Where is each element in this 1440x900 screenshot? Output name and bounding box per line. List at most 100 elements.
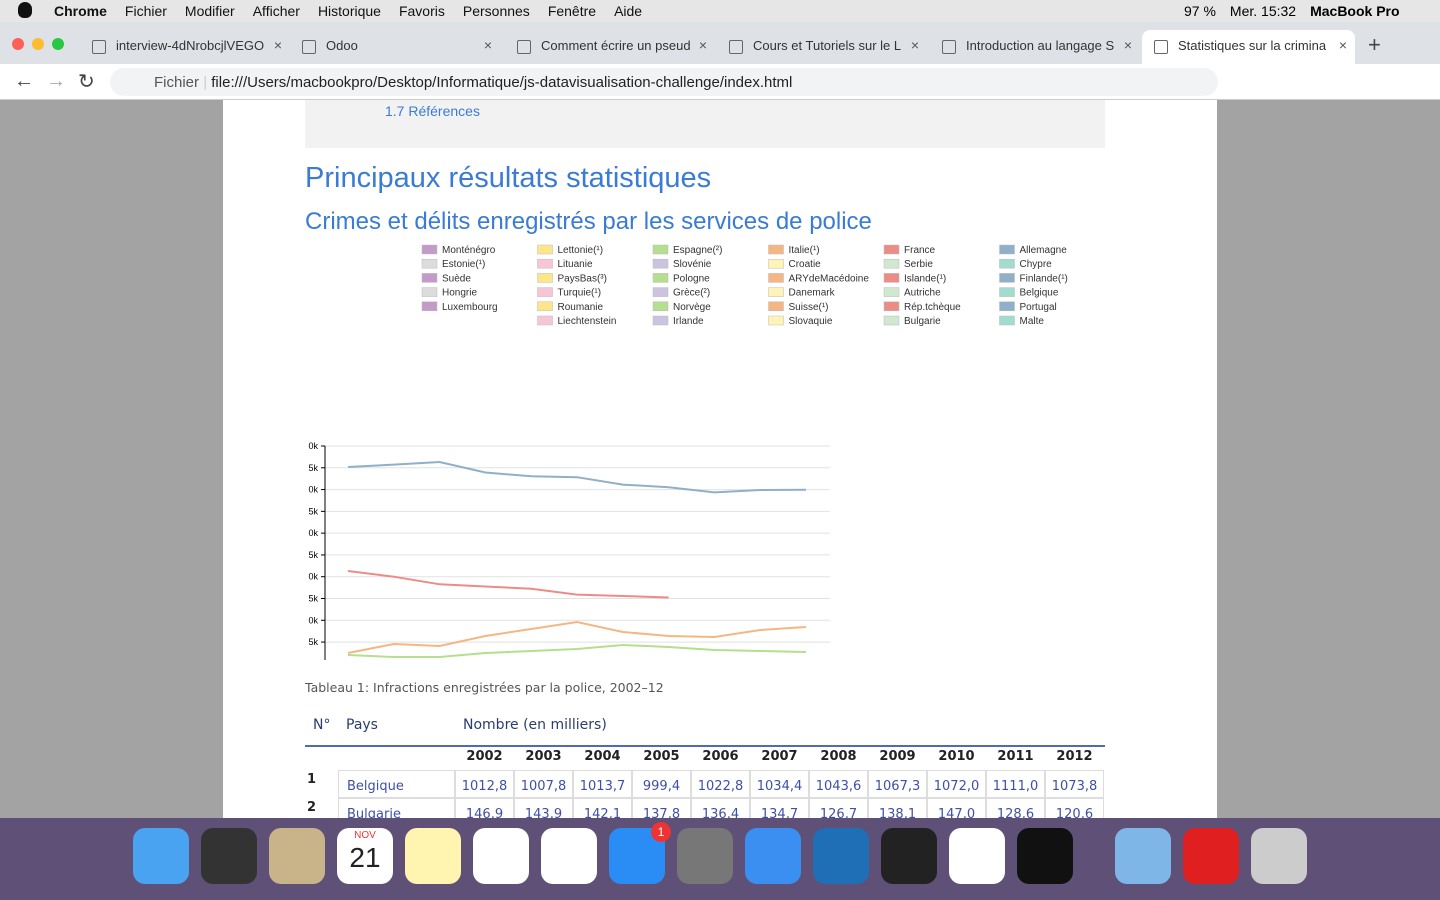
tab-close[interactable]: × (1123, 37, 1132, 53)
value-cell: 126,7 (809, 798, 868, 818)
legend-label: Irlande (673, 316, 704, 327)
chrome[interactable] (949, 828, 1005, 884)
menu-item[interactable]: Modifier (184, 3, 235, 19)
legend-swatch (999, 315, 1015, 326)
value-cell: 146,9 (455, 798, 514, 818)
tab[interactable]: Cours et Tutoriels sur le L × (717, 30, 927, 64)
inkscape[interactable] (881, 828, 937, 884)
back-button[interactable]: ← (14, 70, 34, 92)
badge: 1 (651, 822, 671, 842)
legend-label: France (904, 245, 936, 256)
photos[interactable] (541, 828, 597, 884)
terminal[interactable] (1017, 828, 1073, 884)
country-cell: Bulgarie (338, 798, 455, 818)
app-store[interactable]: 1 (609, 822, 671, 884)
vscode[interactable] (813, 828, 869, 884)
tab[interactable]: interview-4dNrobcjlVEGO × (80, 30, 290, 64)
toc-link[interactable]: 1.7 Références (385, 103, 480, 119)
legend-label: Roumanie (558, 302, 604, 313)
trash[interactable] (1251, 828, 1307, 884)
tab-close[interactable]: × (1338, 37, 1347, 53)
y-tick-label: 0k (308, 615, 318, 625)
year-header: 2008 (820, 749, 857, 764)
legend-label: Croatie (789, 259, 822, 270)
mail[interactable] (269, 828, 325, 884)
adblock[interactable] (1183, 828, 1239, 884)
menu-item[interactable]: Afficher (252, 3, 300, 19)
legend-swatch (537, 287, 553, 297)
menu-item[interactable]: Fenêtre (547, 3, 597, 19)
y-tick-label: 0k (308, 441, 318, 451)
legend-label: Norvège (673, 302, 711, 313)
legend-label: Espagne(²) (673, 245, 722, 256)
legend-swatch (537, 273, 553, 283)
minimize-window[interactable] (32, 38, 44, 50)
tab[interactable]: Introduction au langage S × (930, 30, 1140, 64)
zoom-window[interactable] (52, 38, 64, 50)
tab-title: Comment écrire un pseud (541, 38, 691, 53)
legend-label: Turquie(¹) (558, 288, 602, 299)
menu-item[interactable]: Aide (614, 3, 643, 19)
legend-label: Serbie (904, 259, 933, 270)
legend-label: Lituanie (558, 259, 593, 270)
calendar[interactable]: NOV 21 (337, 828, 393, 884)
legend-label: Italie(¹) (789, 245, 820, 256)
value-cell: 1013,7 (573, 770, 632, 798)
series-line (347, 460, 807, 494)
finder[interactable] (133, 828, 189, 884)
document: 1.7 Références Principaux résultats stat… (223, 100, 1217, 818)
menu-item[interactable]: Historique (317, 3, 381, 19)
tab-icon (302, 40, 316, 54)
legend-swatch (652, 315, 669, 326)
tab-icon (92, 40, 106, 54)
value-cell: 1111,0 (986, 770, 1045, 798)
heading: Principaux résultats statistiques (305, 162, 712, 194)
tab[interactable]: Comment écrire un pseud × (505, 30, 715, 64)
tab-close[interactable]: × (910, 37, 919, 53)
close-window[interactable] (12, 38, 24, 50)
tab-close[interactable]: × (483, 37, 492, 53)
legend-swatch (999, 301, 1015, 312)
downloads[interactable] (1115, 828, 1171, 884)
value-cell: 1022,8 (691, 770, 750, 798)
tab-close[interactable]: × (273, 37, 282, 53)
tab-icon (1154, 40, 1168, 54)
siri[interactable] (201, 828, 257, 884)
legend-swatch (652, 301, 669, 312)
address-bar[interactable]: Fichier | file:///Users/macbookpro/Deskt… (110, 68, 1218, 96)
value-cell: 1007,8 (514, 770, 573, 798)
forward-button[interactable]: → (46, 70, 66, 92)
menu-item[interactable]: Favoris (398, 3, 445, 19)
safari[interactable] (745, 828, 801, 884)
calendar-day: 21 (349, 842, 381, 873)
legend-label: Autriche (904, 288, 941, 299)
legend-swatch (768, 244, 784, 255)
year-header: 2002 (466, 749, 503, 764)
legend-swatch (652, 244, 669, 255)
user-name[interactable]: MacBook Pro (1310, 3, 1400, 19)
system-prefs[interactable] (677, 828, 733, 884)
value-cell: 137,8 (632, 798, 691, 818)
notes[interactable] (405, 828, 461, 884)
tab[interactable]: Odoo × (290, 30, 500, 64)
legend-label: Luxembourg (442, 302, 498, 313)
series-line (347, 570, 669, 599)
apple-menu[interactable] (18, 2, 32, 18)
legend-swatch (537, 244, 553, 255)
app-menu[interactable]: Chrome (54, 3, 107, 19)
new-tab[interactable]: + (1368, 32, 1381, 57)
reminders[interactable] (473, 828, 529, 884)
y-tick-label: 0k (308, 528, 318, 538)
menu-item[interactable]: Fichier (124, 3, 167, 19)
tab[interactable]: Statistiques sur la crimina × (1142, 30, 1355, 64)
reload-button[interactable]: ↻ (78, 71, 95, 93)
value-cell: 136,4 (691, 798, 750, 818)
value-cell: 1067,3 (868, 770, 927, 798)
legend-label: Lettonie(¹) (558, 245, 604, 256)
tab-close[interactable]: × (698, 37, 707, 53)
value-cell: 120,6 (1045, 798, 1104, 818)
legend-swatch (537, 301, 553, 312)
menu-item[interactable]: Personnes (462, 3, 530, 19)
